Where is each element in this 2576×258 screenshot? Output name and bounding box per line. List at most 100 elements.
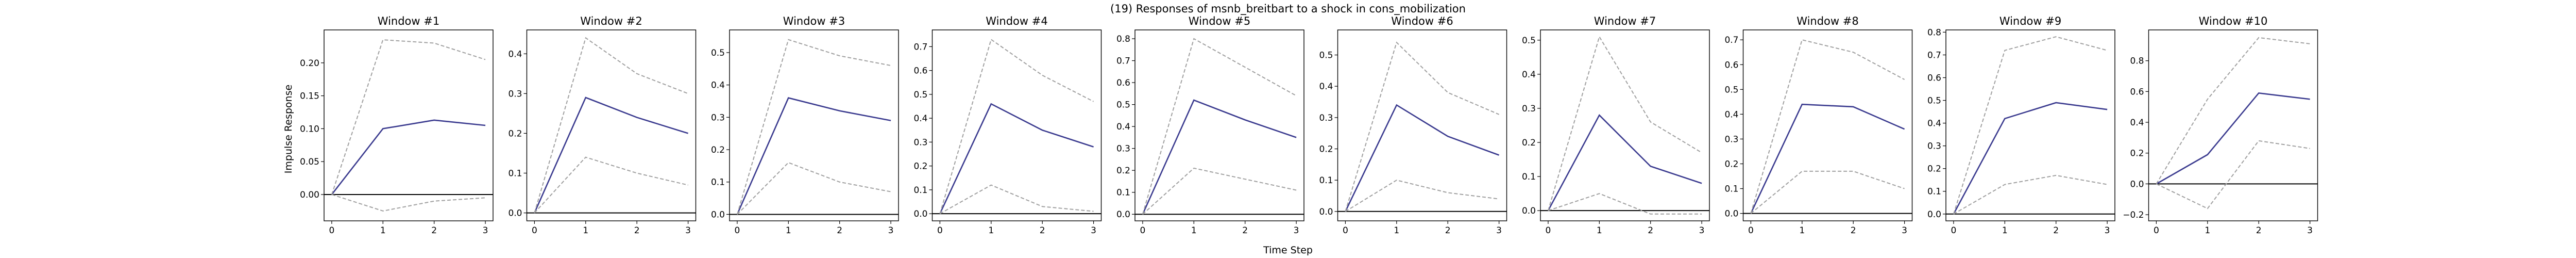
x-tick-label: 2: [837, 225, 842, 236]
x-tick-label: 2: [1445, 225, 1451, 236]
y-axis-label: Impulse Response: [283, 85, 294, 173]
upper-band-line: [736, 39, 891, 215]
y-tick-label: 0.6: [1927, 73, 1941, 84]
panel-title: Window #9: [1999, 15, 2061, 27]
panel-3: Window #3 0 1 2 3 0.0 0.1 0.2 0.3 0.4 0.5: [711, 15, 899, 236]
x-tick-label: 3: [2105, 225, 2110, 236]
panel-frame: [1337, 29, 1507, 221]
y-tick-label: 0.6: [1724, 60, 1738, 70]
x-tick-label: 0: [1951, 225, 1956, 236]
y-tick-label: 0.2: [1724, 159, 1738, 169]
panel-frame: [1134, 29, 1304, 221]
irf-line: [1750, 103, 1905, 214]
panel-6: Window #6 0 1 2 3 0.0 0.1 0.2 0.3 0.4 0.5: [1319, 15, 1507, 236]
upper-band-line: [939, 38, 1094, 214]
y-tick-label: 0.4: [2130, 118, 2144, 128]
y-tick-label: 0.6: [1116, 78, 1130, 88]
irf-line: [331, 119, 486, 195]
panel-1: Window #1 0 1 2 3 0.00 0.05 0.10 0.15 0.20: [300, 15, 494, 236]
y-tick-label: 0.0: [1319, 207, 1333, 217]
y-tick-label: 0.0: [1724, 209, 1738, 219]
lower-band-line: [1750, 170, 1905, 214]
irf-line: [1953, 102, 2108, 215]
upper-band-line: [1345, 41, 1499, 212]
x-tick-label: 0: [329, 225, 334, 236]
x-tick-label: 3: [1699, 225, 1705, 236]
upper-band-line: [2156, 37, 2310, 184]
lower-band-line: [1345, 180, 1499, 212]
lower-band-line: [737, 162, 891, 215]
x-tick-label: 0: [937, 225, 943, 236]
y-tick-label: 0.4: [711, 80, 725, 91]
x-tick-label: 1: [786, 225, 791, 236]
x-tick-label: 0: [2154, 225, 2159, 236]
panel-frame: [729, 29, 899, 221]
y-tick-label: 0.7: [1116, 56, 1130, 67]
y-tick-label: 0.5: [1724, 85, 1738, 95]
x-tick-label: 0: [1140, 225, 1145, 236]
upper-band-line: [1547, 35, 1702, 211]
y-tick-label: 0.2: [508, 128, 522, 139]
y-tick-label: 0.6: [2130, 87, 2144, 97]
y-tick-label: 0.1: [508, 169, 522, 179]
y-tick-label: 0.7: [1724, 35, 1738, 45]
y-tick-label: 0.4: [1522, 70, 1536, 80]
x-tick-label: 2: [2256, 225, 2262, 236]
panel-frame: [1742, 29, 1913, 221]
x-tick-label: 1: [380, 225, 386, 236]
x-tick-label: 1: [2002, 225, 2008, 236]
y-tick-label: 0.0: [1927, 209, 1941, 220]
x-tick-label: 1: [583, 225, 588, 236]
panels-group: Window #10 1 2 30.000.050.100.150.20Window …: [300, 15, 2318, 236]
x-tick-label: 3: [2307, 225, 2313, 236]
y-tick-label: 0.8: [1927, 27, 1941, 38]
y-tick-label: 0.0: [1522, 206, 1536, 216]
y-tick-label: 0.8: [1116, 34, 1130, 44]
panel-frame: [931, 29, 1102, 221]
y-tick-label: 0.5: [711, 48, 725, 58]
panel-title: Window #8: [1797, 15, 1858, 27]
y-tick-label: 0.0: [508, 208, 522, 219]
panel-title: Window #1: [378, 15, 439, 27]
upper-band-line: [1142, 38, 1297, 215]
lower-band-line: [534, 156, 688, 214]
y-tick-label: 0.2: [1116, 166, 1130, 176]
x-tick-label: 1: [1394, 225, 1399, 236]
x-tick-label: 3: [1294, 225, 1299, 236]
y-tick-label: 0.3: [913, 137, 927, 148]
panel-10: Window #10 0 1 2 3 −0.2 0.0 0.2 0.4 0.6 0.8: [2123, 15, 2318, 236]
x-tick-label: 3: [685, 225, 691, 236]
x-tick-label: 1: [1799, 225, 1805, 236]
x-tick-label: 2: [1242, 225, 1248, 236]
y-tick-label: 0.4: [1116, 122, 1130, 132]
y-tick-label: 0.3: [508, 89, 522, 99]
y-tick-label: 0.0: [2130, 179, 2144, 189]
lower-band-line: [1953, 174, 2108, 215]
y-tick-label: 0.0: [1116, 209, 1130, 220]
x-tick-label: 1: [1191, 225, 1197, 236]
x-tick-label: 0: [1748, 225, 1754, 236]
panel-title: Window #7: [1594, 15, 1656, 27]
y-tick-label: 0.0: [711, 209, 725, 220]
x-tick-label: 3: [1902, 225, 1907, 236]
panel-frame: [324, 29, 494, 221]
y-tick-label: 0.00: [300, 190, 319, 200]
panel-title: Window #2: [580, 15, 642, 27]
y-tick-label: 0.2: [2130, 149, 2144, 159]
y-tick-label: 0.4: [1319, 82, 1333, 92]
y-tick-label: 0.5: [913, 90, 927, 100]
y-tick-label: 0.3: [711, 112, 725, 123]
y-tick-label: 0.1: [1319, 175, 1333, 186]
y-tick-label: −0.2: [2123, 210, 2144, 220]
y-tick-label: 0.8: [2130, 56, 2144, 67]
y-tick-label: 0.1: [1927, 187, 1941, 197]
y-tick-label: 0.1: [1724, 184, 1738, 195]
y-tick-label: 0.7: [1927, 50, 1941, 60]
panel-4: Window #4 0 1 2 3 0.0 0.1 0.2 0.3 0.4 0.5 0.6 0.7: [913, 15, 1102, 236]
x-tick-label: 2: [2053, 225, 2059, 236]
y-tick-label: 0.5: [1319, 51, 1333, 61]
panel-title: Window #10: [2199, 15, 2268, 27]
lower-band-line: [1142, 167, 1297, 215]
x-tick-label: 0: [1545, 225, 1551, 236]
y-tick-label: 0.3: [1724, 134, 1738, 144]
